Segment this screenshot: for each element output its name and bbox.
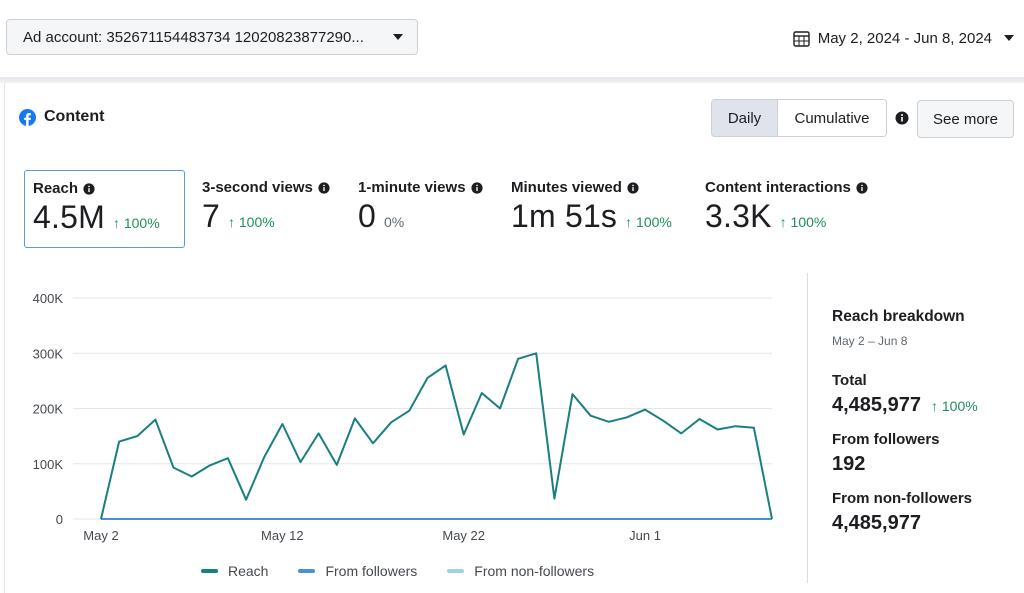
date-range-picker[interactable]: May 2, 2024 - Jun 8, 2024 bbox=[793, 24, 1014, 52]
breakdown-value: 4,485,977 bbox=[832, 394, 921, 416]
metric-change: 0% bbox=[384, 214, 405, 230]
metric-content-interactions[interactable]: Content interactions 3.3K ↑ 100% bbox=[697, 170, 887, 248]
metric-value: 0 bbox=[358, 198, 376, 234]
y-tick-label: 200K bbox=[33, 402, 64, 417]
metric-3-second-views[interactable]: 3-second views 7 ↑ 100% bbox=[194, 170, 342, 248]
reach-line-chart: 400K 300K 200K 100K 0 May 2 May 12 May 22 Jun 1 bbox=[33, 291, 773, 543]
legend-item-reach[interactable]: Reach bbox=[201, 563, 268, 579]
metric-reach[interactable]: Reach 4.5M ↑ 100% bbox=[24, 170, 185, 248]
y-tick-label: 0 bbox=[56, 512, 63, 527]
metric-change: ↑ 100% bbox=[779, 214, 827, 230]
y-tick-label: 100K bbox=[33, 457, 64, 472]
x-tick-label: May 22 bbox=[442, 528, 485, 543]
metric-value: 4.5M bbox=[33, 199, 105, 235]
breakdown-label: Total bbox=[832, 372, 867, 389]
metric-change: ↑ 100% bbox=[625, 214, 672, 230]
y-tick-label: 300K bbox=[33, 346, 64, 361]
y-tick-label: 400K bbox=[33, 291, 64, 306]
breakdown-followers: From followers 192 bbox=[832, 431, 1022, 476]
info-icon[interactable] bbox=[318, 181, 330, 194]
chevron-down-icon bbox=[393, 34, 403, 40]
info-icon[interactable] bbox=[895, 111, 909, 125]
top-bar: Ad account: 352671154483734 120208238772… bbox=[0, 0, 1024, 77]
metric-1-minute-views[interactable]: 1-minute views 0 0% bbox=[350, 170, 494, 248]
legend-label: Reach bbox=[228, 563, 269, 579]
reach-breakdown-panel: Reach breakdown May 2 – Jun 8 Total 4,48… bbox=[832, 308, 1022, 535]
card-title: Content bbox=[19, 108, 104, 126]
header-divider bbox=[0, 77, 1024, 83]
chevron-down-icon bbox=[1004, 35, 1014, 41]
metric-value: 3.3K bbox=[705, 198, 772, 234]
metric-label: Content interactions bbox=[705, 179, 851, 196]
metric-label: Minutes viewed bbox=[511, 179, 622, 196]
breakdown-date-range: May 2 – Jun 8 bbox=[832, 334, 908, 348]
see-more-button[interactable]: See more bbox=[917, 100, 1014, 138]
metric-minutes-viewed[interactable]: Minutes viewed 1m 51s ↑ 100% bbox=[503, 170, 689, 248]
tab-cumulative[interactable]: Cumulative bbox=[778, 100, 886, 136]
tab-daily[interactable]: Daily bbox=[712, 100, 778, 136]
series-line-reach bbox=[100, 352, 773, 520]
calendar-icon bbox=[793, 30, 810, 47]
legend-label: From non-followers bbox=[474, 563, 595, 579]
info-icon[interactable] bbox=[470, 181, 483, 194]
legend-item-from-non-followers[interactable]: From non-followers bbox=[447, 563, 594, 579]
breakdown-label: From followers bbox=[832, 431, 940, 448]
breakdown-change: ↑ 100% bbox=[930, 398, 978, 414]
ad-account-dropdown[interactable]: Ad account: 352671154483734 120208238772… bbox=[6, 19, 418, 55]
legend-item-from-followers[interactable]: From followers bbox=[298, 563, 417, 579]
metric-value: 1m 51s bbox=[511, 198, 618, 234]
breakdown-label: From non-followers bbox=[832, 490, 972, 507]
metric-change: ↑ 100% bbox=[112, 215, 160, 231]
panel-divider bbox=[807, 273, 808, 583]
breakdown-value: 192 bbox=[832, 453, 866, 475]
info-icon[interactable] bbox=[856, 181, 868, 194]
metric-change: ↑ 100% bbox=[228, 214, 275, 230]
breakdown-non-followers: From non-followers 4,485,977 bbox=[832, 490, 1022, 535]
x-tick-label: Jun 1 bbox=[629, 528, 661, 543]
view-toggle: Daily Cumulative bbox=[711, 99, 887, 137]
metric-label: 3-second views bbox=[202, 179, 313, 196]
metric-label: Reach bbox=[33, 180, 79, 197]
legend-swatch bbox=[447, 569, 465, 573]
legend-label: From followers bbox=[325, 563, 418, 579]
ad-account-label: Ad account: 352671154483734 120208238772… bbox=[23, 28, 364, 46]
breakdown-value: 4,485,977 bbox=[832, 512, 921, 534]
card-title-label: Content bbox=[44, 108, 105, 125]
date-range-label: May 2, 2024 - Jun 8, 2024 bbox=[817, 29, 992, 47]
breakdown-total: Total 4,485,977 ↑ 100% bbox=[832, 372, 1022, 417]
legend-swatch bbox=[298, 569, 316, 573]
chart-legend: Reach From followers From non-followers bbox=[201, 563, 594, 579]
content-card: Content Daily Cumulative See more Reach … bbox=[4, 83, 1024, 593]
info-icon[interactable] bbox=[83, 182, 95, 195]
metric-label: 1-minute views bbox=[358, 179, 466, 196]
x-tick-label: May 2 bbox=[83, 528, 118, 543]
x-tick-label: May 12 bbox=[261, 528, 304, 543]
facebook-icon bbox=[19, 108, 36, 126]
metric-value: 7 bbox=[202, 198, 220, 234]
legend-swatch bbox=[201, 569, 218, 573]
info-icon[interactable] bbox=[627, 181, 639, 194]
breakdown-title: Reach breakdown bbox=[832, 308, 965, 325]
